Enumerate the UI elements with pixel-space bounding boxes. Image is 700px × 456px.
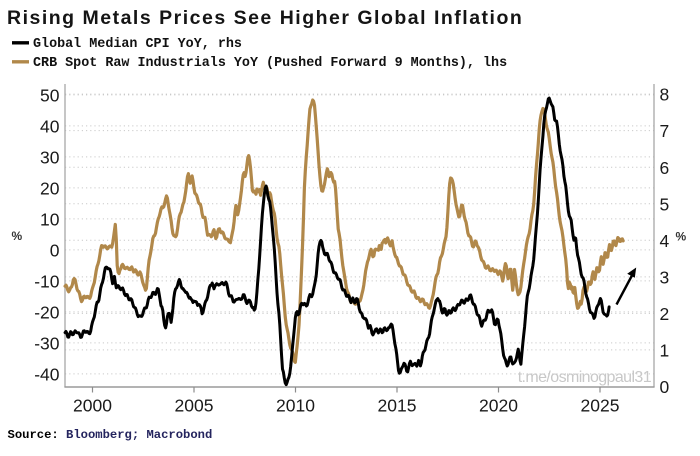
- svg-text:CRB Spot Raw Industrials YoY (: CRB Spot Raw Industrials YoY (Pushed For…: [33, 56, 507, 71]
- svg-text:%: %: [12, 229, 23, 243]
- svg-text:-30: -30: [34, 334, 60, 354]
- svg-text:30: 30: [40, 148, 60, 168]
- svg-text:Source: Bloomberg; Macrobond: Source: Bloomberg; Macrobond: [8, 428, 213, 442]
- svg-text:7: 7: [660, 121, 670, 141]
- svg-text:8: 8: [660, 85, 670, 105]
- svg-text:5: 5: [660, 194, 670, 214]
- svg-text:%: %: [676, 230, 687, 244]
- svg-text:2020: 2020: [479, 396, 518, 416]
- svg-text:-10: -10: [34, 272, 60, 292]
- svg-text:40: 40: [40, 117, 60, 137]
- svg-text:2000: 2000: [73, 396, 112, 416]
- svg-text:Rising Metals Prices See Highe: Rising Metals Prices See Higher Global I…: [7, 7, 523, 29]
- svg-text:2010: 2010: [276, 396, 315, 416]
- svg-text:0: 0: [50, 241, 60, 261]
- svg-text:20: 20: [40, 179, 60, 199]
- svg-text:3: 3: [660, 268, 670, 288]
- svg-text:t.me/osminogpaul31: t.me/osminogpaul31: [518, 369, 652, 386]
- svg-text:2: 2: [660, 304, 670, 324]
- svg-text:10: 10: [40, 210, 60, 230]
- svg-text:50: 50: [40, 86, 60, 106]
- svg-text:Global Median CPI YoY, rhs: Global Median CPI YoY, rhs: [33, 37, 242, 52]
- svg-text:2005: 2005: [175, 396, 214, 416]
- svg-text:-40: -40: [34, 365, 60, 385]
- svg-text:2015: 2015: [378, 396, 417, 416]
- svg-text:4: 4: [660, 231, 670, 251]
- svg-text:0: 0: [660, 377, 670, 397]
- svg-text:2025: 2025: [581, 396, 620, 416]
- svg-text:6: 6: [660, 158, 670, 178]
- svg-text:1: 1: [660, 341, 670, 361]
- svg-text:-20: -20: [34, 303, 60, 323]
